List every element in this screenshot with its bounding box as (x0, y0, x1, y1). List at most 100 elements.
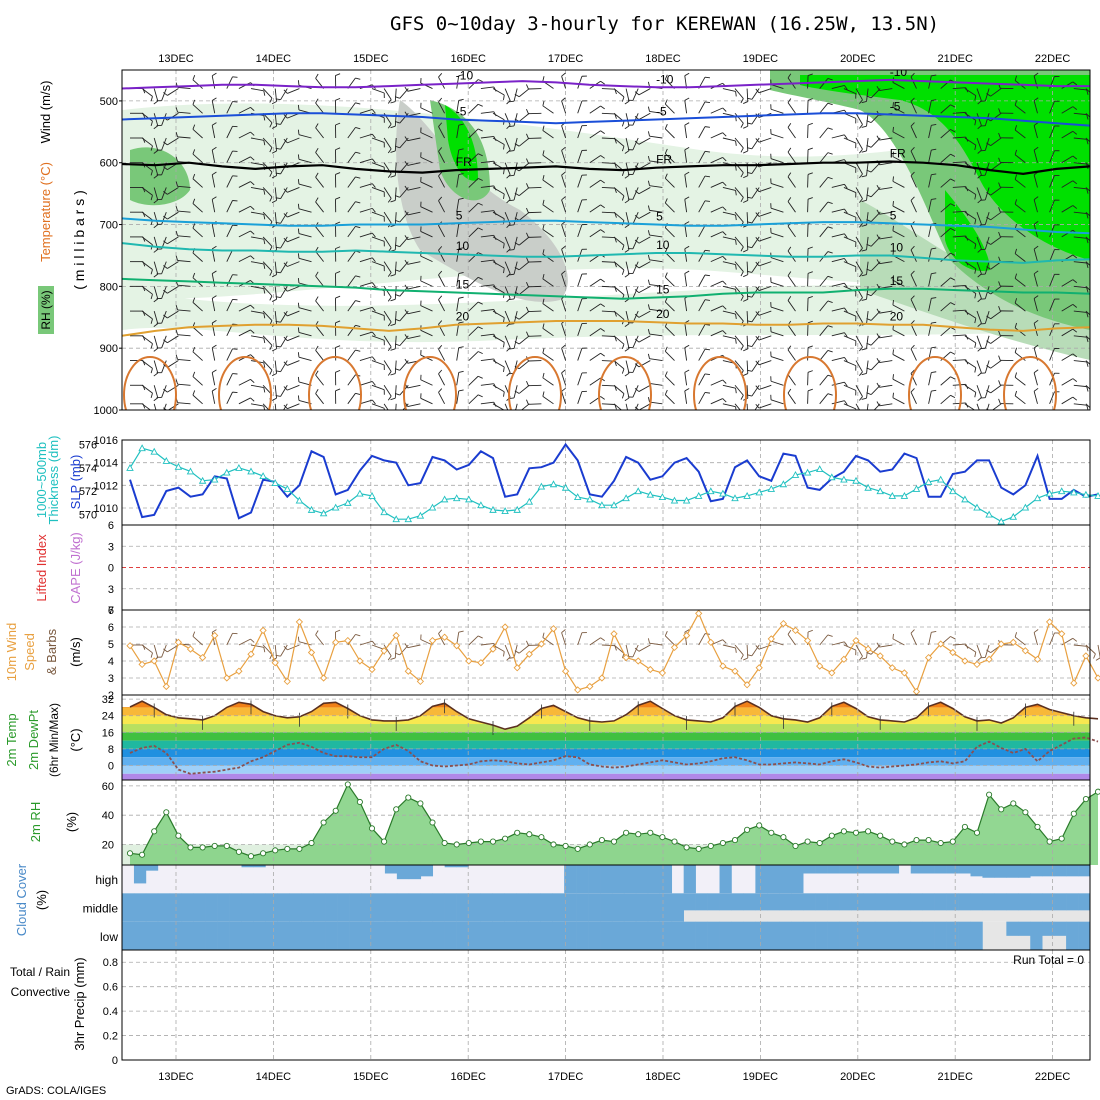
top-date-axis: 13DEC 14DEC 15DEC 16DEC 17DEC 18DEC 19DEC 20DEC… (158, 53, 1070, 65)
wind-speed-marker (150, 657, 158, 665)
wind-barb (347, 393, 356, 405)
wind-barb-feather (371, 158, 376, 164)
wind-barb (710, 107, 723, 114)
wind-barb-feather (866, 318, 872, 321)
wind-speed-marker (622, 653, 630, 662)
wind-barb (722, 236, 736, 241)
cloud-bar (588, 865, 601, 894)
wind-barb-feather (1014, 273, 1018, 279)
wind-barb-feather (647, 106, 650, 112)
wind-barb-feather (827, 152, 833, 155)
wind-barb-feather (438, 147, 443, 152)
wind-barb-feather (859, 124, 863, 129)
wind-barb (371, 335, 385, 341)
wind-barb-feather (371, 208, 376, 213)
wind-barb-feather (390, 298, 396, 302)
wind-barb-feather (827, 275, 833, 279)
wind-barb (420, 255, 433, 263)
wind-barb-feather (192, 173, 196, 179)
wind-barb (438, 348, 445, 361)
wind-barb-feather (250, 230, 255, 235)
wind-barb-feather (876, 209, 880, 215)
wind-barb-feather (506, 347, 511, 352)
cloud-bar (779, 921, 792, 950)
wind-barb (819, 78, 829, 89)
wind-barb (438, 101, 445, 114)
wind-barb-feather (743, 274, 748, 278)
rh-marker (550, 841, 557, 848)
wind-speed-marker (574, 686, 582, 694)
cloud-bar (839, 893, 852, 911)
wind-barb-feather (986, 241, 991, 245)
wind-barb (638, 236, 651, 244)
warm-cell-contour (308, 356, 362, 410)
wind-barb-feather (861, 150, 867, 153)
cloud-bar (1066, 921, 1079, 950)
wind-barb-feather (163, 92, 168, 96)
wind-barb (577, 298, 583, 312)
wind-barb (601, 112, 615, 115)
cloud-bar (552, 921, 565, 950)
wind-barb-feather (514, 217, 520, 221)
cloud-bar (1018, 893, 1031, 911)
cloud-bar (528, 921, 541, 950)
wind-barb (770, 257, 784, 263)
wind-barb-feather (859, 148, 863, 154)
wind-barb (855, 644, 863, 657)
wind-barb-feather (269, 196, 273, 202)
wind-barb (843, 211, 857, 218)
wind-barb-feather (950, 129, 956, 133)
wind-barb (177, 383, 191, 386)
wind-barb (1073, 261, 1087, 264)
wind-barb-feather (153, 174, 159, 179)
wind-barb (577, 224, 583, 238)
wind-barb (438, 225, 445, 238)
wind-barb-feather (998, 108, 1001, 114)
wind-barb (751, 236, 760, 248)
wind-barb (1014, 352, 1026, 361)
wind-barb-feather (438, 246, 443, 251)
wind-barb (976, 113, 982, 126)
wind-barb (952, 210, 966, 213)
wind-barb-feather (634, 264, 640, 269)
wind-barb (1049, 274, 1055, 287)
wind-barb (468, 79, 479, 89)
wind-barb-feather (163, 141, 168, 146)
wind-barb-feather (509, 249, 515, 251)
wind-barb-feather (1072, 637, 1078, 642)
wind-barb (315, 350, 324, 361)
wind-barb-feather (394, 269, 400, 272)
wind-barb-feather (526, 108, 529, 114)
wind-barb (940, 153, 951, 164)
wind-barb (518, 88, 530, 98)
wind-barb (879, 162, 893, 166)
wind-barb (504, 137, 511, 151)
thickness-marker (162, 457, 171, 464)
wind-barb-feather (1086, 238, 1089, 244)
wind-barb-feather (807, 271, 813, 274)
wind-barb (167, 261, 179, 269)
wind-barb-feather (477, 128, 483, 132)
cloud-bar (325, 921, 338, 950)
wind-barb (383, 187, 392, 199)
wind-barb-feather (335, 388, 341, 392)
wind-barb-feather (647, 638, 650, 644)
wind-barb (383, 360, 392, 372)
wind-barb (262, 360, 273, 371)
wind-barb-feather (986, 340, 991, 344)
wind-barb (843, 644, 857, 651)
rh-marker (562, 842, 569, 849)
wind-barb (1073, 310, 1087, 313)
wind-barb-feather (844, 332, 848, 338)
wind-barb (394, 88, 397, 102)
wind-barb-feather (986, 192, 991, 196)
cloud-bar (277, 921, 290, 950)
cloud-bar (946, 921, 959, 950)
wind-barb (359, 399, 373, 405)
wind-barb (492, 137, 505, 145)
wind-barb-feather (297, 104, 300, 110)
wind-speed-marker (344, 636, 352, 645)
bottom-date-label: 20DEC (840, 1071, 876, 1083)
precip-tick: 0 (112, 1055, 118, 1067)
thickness-marker (561, 483, 570, 491)
